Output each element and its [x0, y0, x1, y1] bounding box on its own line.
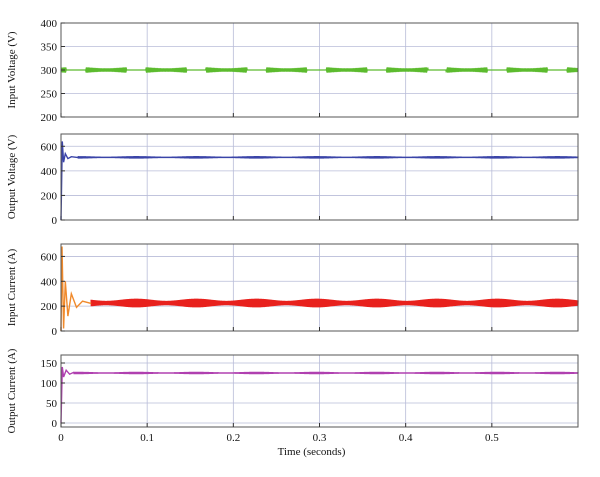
y-tick-label: 200: [41, 190, 58, 202]
series-line: [73, 371, 579, 375]
y-tick-label: 150: [41, 358, 58, 370]
panel-4: 0 50 100 150 0 0.1 0.2 0.3 0.4 0.5 Output Current …: [6, 348, 579, 458]
x-tick-label: 0.4: [399, 432, 413, 444]
x-tick-label: 0.3: [313, 432, 327, 444]
series-line: [77, 156, 579, 159]
y-tick-label: 600: [41, 251, 58, 263]
y-tick-label: 300: [41, 65, 58, 77]
y-tick-label: 600: [41, 141, 58, 153]
y-tick-label: 100: [41, 378, 58, 390]
y-axis-label: Input Voltage (V): [6, 31, 18, 109]
series-transient: [60, 246, 92, 332]
x-axis-label: Time (seconds): [278, 446, 346, 458]
x-tick-label: 0.1: [140, 432, 154, 444]
series-transient: [60, 141, 79, 221]
y-tick-label: 400: [41, 276, 58, 288]
y-tick-label: 350: [41, 42, 58, 54]
y-tick-label: 0: [52, 418, 58, 430]
y-axis-label: Input Current (A): [6, 248, 18, 326]
series-line: [60, 66, 579, 74]
series-transient: [60, 366, 75, 424]
y-tick-label: 400: [41, 166, 58, 178]
y-tick-label: 200: [41, 112, 58, 124]
series-line: [90, 298, 579, 308]
y-tick-label: 400: [41, 18, 58, 30]
y-tick-label: 200: [41, 301, 58, 313]
y-tick-label: 0: [52, 215, 58, 227]
y-tick-label: 50: [46, 398, 58, 410]
x-tick-label: 0.5: [485, 432, 499, 444]
panel-1: 200 250 300 350 400 Input Voltage (V): [6, 18, 579, 124]
y-tick-label: 0: [52, 326, 58, 338]
y-axis-label: Output Current (A): [6, 348, 18, 433]
panel-3: 0 200 400 600 Input Current (A): [6, 243, 579, 338]
y-axis-label: Output Voltage (V): [6, 134, 18, 219]
x-tick-label: 0: [58, 432, 64, 444]
panel-2: 0 200 400 600 Output Voltage (V): [6, 133, 579, 227]
x-tick-label: 0.2: [226, 432, 240, 444]
y-tick-label: 250: [41, 89, 58, 101]
